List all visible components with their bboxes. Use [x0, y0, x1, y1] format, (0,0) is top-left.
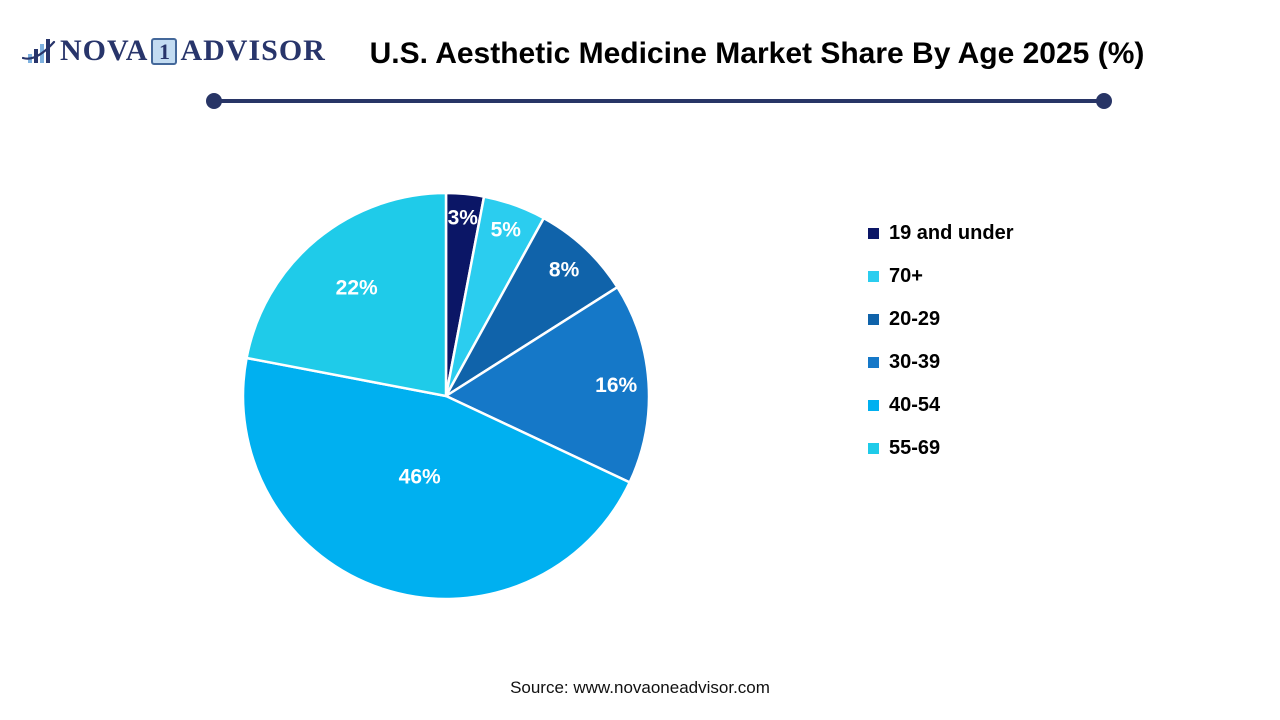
legend-label: 19 and under [889, 221, 1014, 244]
legend-item-19-and-under[interactable]: 19 and under [868, 220, 1013, 246]
pie-slice-40-54[interactable] [241, 356, 631, 601]
source-text: Source: www.novaoneadvisor.com [510, 678, 770, 697]
title-divider [206, 93, 1112, 109]
pie-data-label-70: 5% [491, 218, 522, 241]
pie-data-label-40-54: 46% [399, 466, 441, 489]
legend-label: 20-29 [889, 307, 941, 330]
bar-chart-swoosh-icon [22, 39, 56, 63]
divider-dot-left [206, 93, 222, 109]
logo-text-advisor: ADVISOR [180, 34, 326, 67]
legend-swatch-icon [868, 313, 879, 325]
legend-swatch-icon [868, 227, 879, 239]
legend-label: 55-69 [889, 436, 941, 459]
legend-item-70[interactable]: 70+ [868, 263, 1013, 289]
legend-label: 30-39 [889, 350, 941, 373]
pie-slice-30-39[interactable] [444, 285, 651, 484]
pie-slice-20-29[interactable] [444, 216, 619, 398]
pie-chart: 3% 5% 8% 16% 46% 22% [241, 191, 651, 601]
pie-data-label-55-69: 22% [336, 277, 378, 300]
divider-dot-right [1096, 93, 1112, 109]
legend-item-55-69[interactable]: 55-69 [868, 435, 1013, 461]
brand-logo: NOVA 1 ADVISOR [22, 36, 326, 66]
legend-item-40-54[interactable]: 40-54 [868, 392, 1013, 418]
legend-swatch-icon [868, 270, 879, 282]
pie-slice-55-69[interactable] [245, 191, 448, 398]
legend-item-30-39[interactable]: 30-39 [868, 349, 1013, 375]
legend-item-20-29[interactable]: 20-29 [868, 306, 1013, 332]
chart-legend: 19 and under 70+ 20-29 30-39 40-54 55-69 [868, 220, 1013, 478]
logo-text-nova: NOVA [60, 34, 149, 67]
legend-swatch-icon [868, 442, 879, 454]
legend-label: 40-54 [889, 393, 941, 416]
chart-title: U.S. Aesthetic Medicine Market Share By … [369, 37, 1145, 70]
legend-label: 70+ [889, 264, 923, 287]
logo-number-one-badge: 1 [151, 37, 178, 65]
pie-data-label-19-and-under: 3% [448, 207, 479, 230]
legend-swatch-icon [868, 399, 879, 411]
legend-swatch-icon [868, 356, 879, 368]
pie-data-label-20-29: 8% [549, 259, 580, 282]
pie-data-label-30-39: 16% [595, 374, 637, 397]
